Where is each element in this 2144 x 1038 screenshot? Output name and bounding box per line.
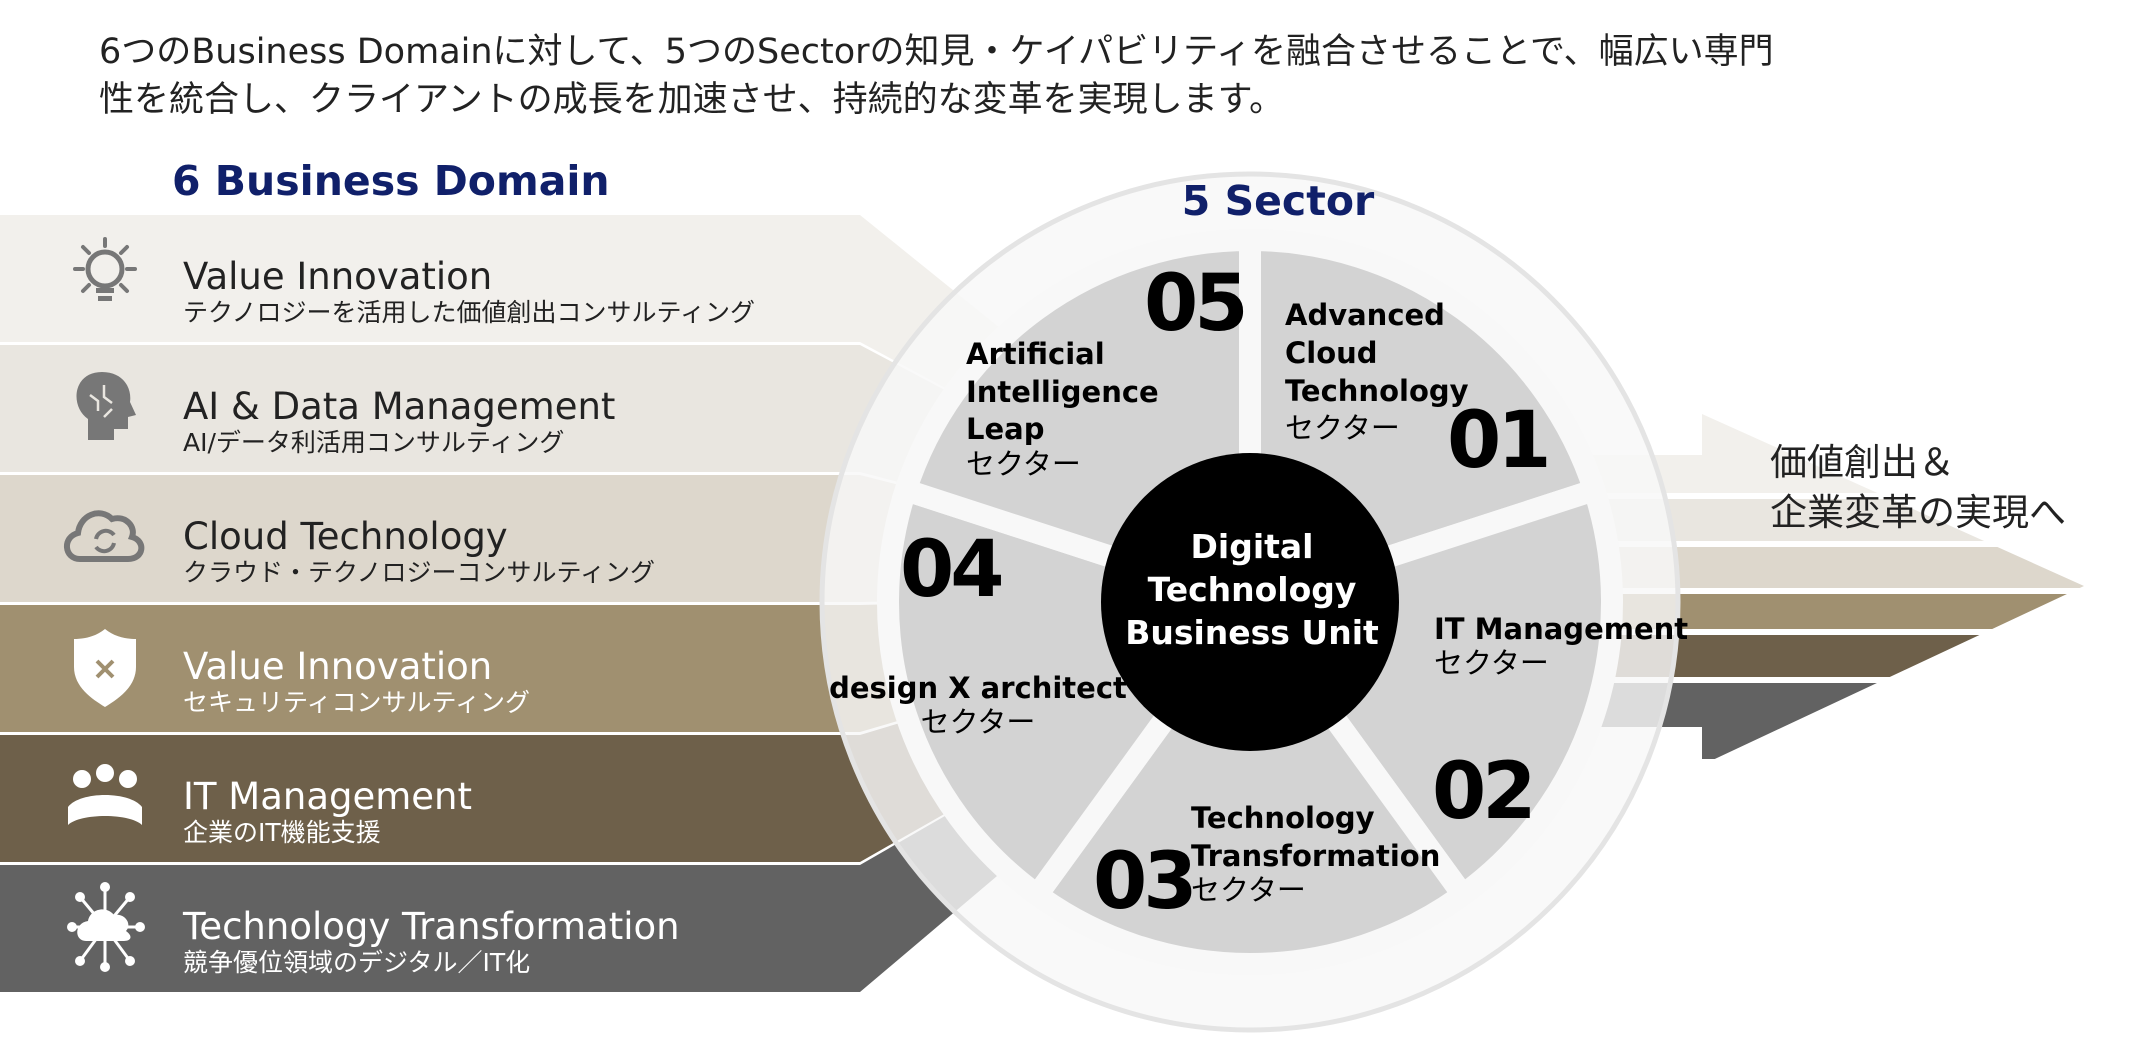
- lightbulb-icon: [73, 237, 137, 301]
- domain-title: Value Innovation: [183, 645, 492, 688]
- outcome-line-2: 企業変革の実現へ: [1770, 491, 2066, 534]
- domain-subtitle: AI/データ利活用コンサルティング: [183, 428, 564, 457]
- sector-02-label-line: IT Management: [1434, 612, 1688, 646]
- sector-wedge-03[interactable]: [1021, 583, 1479, 975]
- sector-05-label-line: Leap: [966, 412, 1044, 446]
- sector-04-number: 04: [900, 525, 1001, 615]
- sector-03-label-line: Technology: [1191, 801, 1375, 835]
- sector-01-suffix: セクター: [1285, 411, 1400, 445]
- sector-01[interactable]: 01 Advanced Cloud Technology セクター: [1285, 298, 1552, 486]
- center-circle: [1101, 453, 1399, 751]
- sector-03-label-line: Transformation: [1191, 839, 1440, 873]
- domain-subtitle: 競争優位領域のデジタル／IT化: [183, 948, 530, 977]
- domain-subtitle: テクノロジーを活用した価値創出コンサルティング: [183, 298, 755, 327]
- sector-05-suffix: セクター: [966, 447, 1081, 481]
- domains-title: 6 Business Domain: [172, 157, 610, 205]
- center-line-3: Business Unit: [1125, 613, 1379, 652]
- ai-head-icon: [76, 372, 136, 440]
- domain-title: Technology Transformation: [182, 905, 680, 948]
- sector-01-label-line: Cloud: [1285, 336, 1378, 370]
- sector-01-number: 01: [1447, 396, 1548, 486]
- sector-02-number: 02: [1432, 747, 1533, 837]
- sector-03[interactable]: 03 Technology Transformation セクター: [1093, 801, 1440, 927]
- sector-03-number: 03: [1093, 837, 1194, 927]
- center-line-1: Digital: [1191, 527, 1314, 566]
- sector-01-label-line: Advanced: [1285, 298, 1445, 332]
- domain-subtitle: セキュリティコンサルティング: [183, 688, 530, 717]
- domain-band-shape: [0, 215, 1250, 552]
- sector-04-label-line: design X architect: [829, 671, 1127, 705]
- cloud-network-icon: [67, 882, 145, 972]
- domain-subtitle: 企業のIT機能支援: [183, 818, 381, 847]
- sector-05-number: 05: [1144, 259, 1245, 349]
- domain-title: Value Innovation: [183, 255, 492, 298]
- cloud-sync-icon: [64, 510, 145, 562]
- sector-02[interactable]: 02 IT Management セクター: [1432, 612, 1688, 837]
- domain-title: Cloud Technology: [183, 515, 508, 558]
- domain-band-shape: [0, 640, 1250, 992]
- header-line-1: 6つのBusiness Domainに対して、5つのSectorの知見・ケイパビ…: [99, 32, 1774, 72]
- center-line-2: Technology: [1148, 570, 1357, 609]
- shield-icon: [74, 629, 136, 707]
- outcome-line-1: 価値創出＆: [1770, 441, 1955, 484]
- sector-05-label-line: Intelligence: [966, 375, 1159, 409]
- sector-01-label-line: Technology: [1285, 374, 1469, 408]
- sectors-title: 5 Sector: [1182, 177, 1375, 225]
- header-line-2: 性を統合し、クライアントの成長を加速させ、持続的な変革を実現します。: [99, 80, 1284, 120]
- domain-subtitle: クラウド・テクノロジーコンサルティング: [183, 558, 655, 587]
- sector-03-suffix: セクター: [1191, 873, 1306, 907]
- sector-05[interactable]: 05 Artificial Intelligence Leap セクター: [966, 259, 1249, 481]
- team-icon: [68, 764, 142, 825]
- domain-title: IT Management: [183, 775, 472, 818]
- sector-02-suffix: セクター: [1434, 646, 1549, 680]
- domain-title: AI & Data Management: [183, 385, 615, 428]
- sector-05-label-line: Artificial: [966, 337, 1105, 371]
- sector-04[interactable]: 04 design X architect セクター: [829, 525, 1127, 739]
- sector-04-suffix: セクター: [921, 705, 1036, 739]
